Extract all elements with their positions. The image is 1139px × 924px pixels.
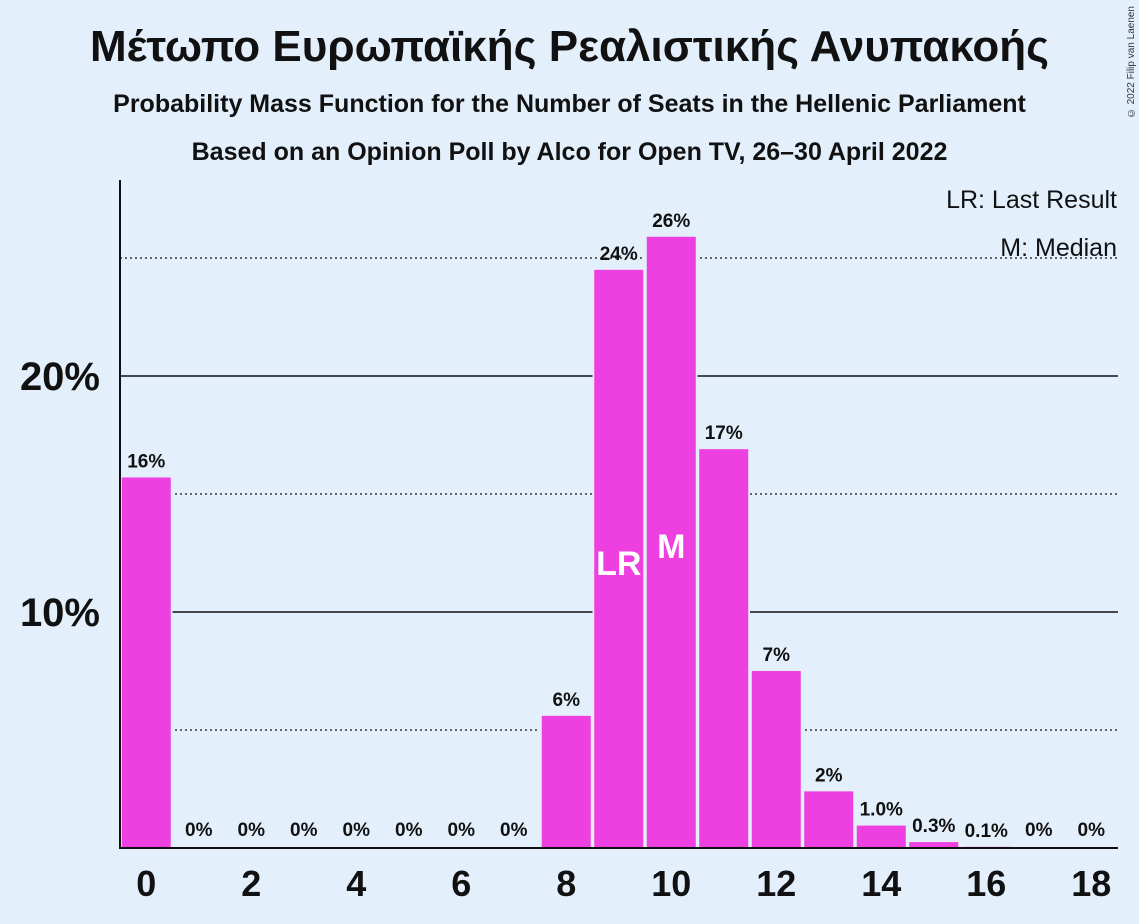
x-tick-label: 16 xyxy=(966,863,1006,904)
bar-gap xyxy=(960,840,1013,848)
x-tick-label: 14 xyxy=(861,863,901,904)
data-label: 0% xyxy=(185,820,213,841)
legend-last-result: LR: Last Result xyxy=(946,186,1117,214)
data-label: 0% xyxy=(290,820,318,841)
median-marker: M xyxy=(657,528,685,566)
x-tick-label: 10 xyxy=(651,863,691,904)
x-tick-label: 6 xyxy=(451,863,471,904)
bar-seat-10 xyxy=(646,236,696,848)
bar-gap xyxy=(907,836,960,848)
x-tick-label: 4 xyxy=(346,863,366,904)
x-tick-label: 2 xyxy=(241,863,261,904)
data-label: 24% xyxy=(600,244,638,265)
bar-seat-13 xyxy=(804,791,854,848)
bar-seat-0 xyxy=(121,477,171,848)
bar-seat-12 xyxy=(751,671,801,848)
chart-subtitle: Probability Mass Function for the Number… xyxy=(113,90,1026,118)
legend-median: M: Median xyxy=(1000,234,1117,262)
x-tick-label: 18 xyxy=(1071,863,1111,904)
bar-seat-11 xyxy=(699,449,749,848)
y-tick-label: 20% xyxy=(20,355,100,399)
chart-title: Μέτωπο Ευρωπαϊκής Ρεαλιστικής Ανυπακοής xyxy=(89,22,1050,71)
data-label: 0.3% xyxy=(912,816,955,837)
chart-source: Based on an Opinion Poll by Alco for Ope… xyxy=(191,138,948,166)
data-label: 0% xyxy=(1078,820,1106,841)
data-label: 0% xyxy=(238,820,266,841)
data-label: 0% xyxy=(395,820,423,841)
data-label: 2% xyxy=(815,765,843,786)
data-label: 1.0% xyxy=(860,800,903,821)
data-label: 26% xyxy=(652,211,690,232)
data-label: 17% xyxy=(705,423,743,444)
data-label: 0% xyxy=(500,820,528,841)
data-label: 7% xyxy=(763,645,791,666)
x-tick-label: 12 xyxy=(756,863,796,904)
bar-seat-9 xyxy=(594,269,644,848)
x-tick-label: 0 xyxy=(136,863,156,904)
bar-seat-15 xyxy=(909,842,959,848)
data-label: 0% xyxy=(1025,820,1053,841)
data-label: 6% xyxy=(553,690,581,711)
data-label: 16% xyxy=(127,451,165,472)
x-tick-label: 8 xyxy=(556,863,576,904)
bar-seat-14 xyxy=(856,825,906,848)
y-tick-label: 10% xyxy=(20,591,100,635)
data-label: 0% xyxy=(448,820,476,841)
last-result-marker: LR xyxy=(596,545,641,583)
bar-seat-8 xyxy=(541,715,591,848)
data-label: 0% xyxy=(343,820,371,841)
data-label: 0.1% xyxy=(965,821,1008,842)
